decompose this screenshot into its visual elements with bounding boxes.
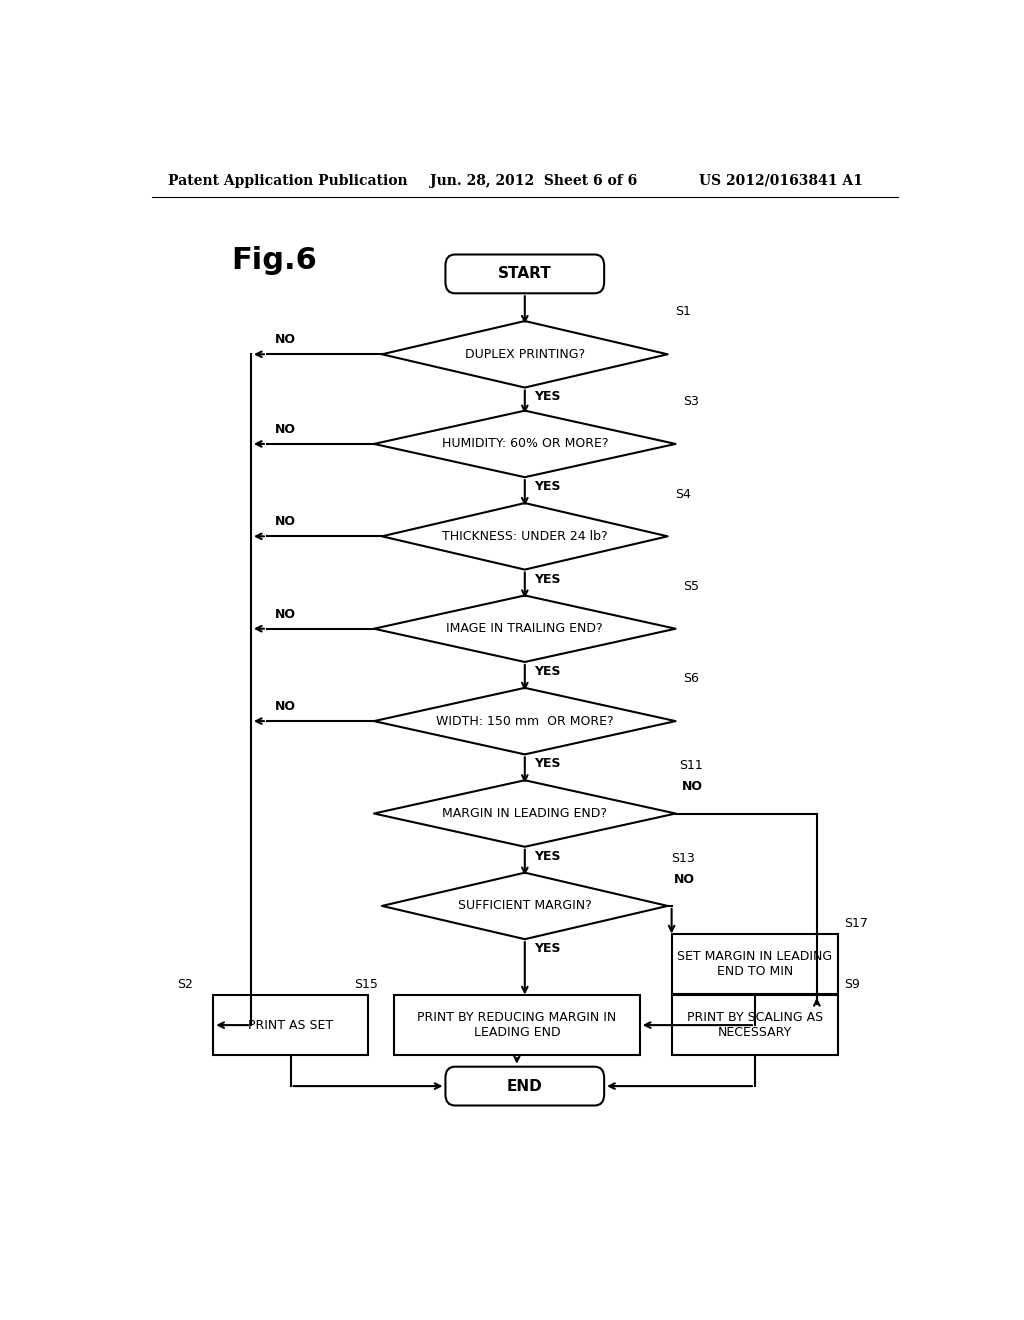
Text: S2: S2 [177, 978, 194, 991]
Bar [213, 995, 368, 1055]
Text: NO: NO [274, 333, 296, 346]
Text: MARGIN IN LEADING END?: MARGIN IN LEADING END? [442, 807, 607, 820]
Text: SET MARGIN IN LEADING
END TO MIN: SET MARGIN IN LEADING END TO MIN [678, 950, 833, 978]
Text: IMAGE IN TRAILING END?: IMAGE IN TRAILING END? [446, 622, 603, 635]
Text: PRINT BY REDUCING MARGIN IN
LEADING END: PRINT BY REDUCING MARGIN IN LEADING END [417, 1011, 616, 1039]
Bar [672, 935, 839, 994]
Text: Patent Application Publication: Patent Application Publication [168, 174, 408, 187]
Text: S6: S6 [684, 672, 699, 685]
Text: THICKNESS: UNDER 24 lb?: THICKNESS: UNDER 24 lb? [442, 529, 607, 543]
Text: S15: S15 [354, 978, 378, 991]
Text: S11: S11 [680, 759, 703, 772]
Text: YES: YES [535, 391, 561, 404]
Bar [394, 995, 640, 1055]
Text: YES: YES [535, 573, 561, 586]
Text: YES: YES [535, 758, 561, 771]
FancyBboxPatch shape [445, 1067, 604, 1106]
Text: YES: YES [535, 480, 561, 494]
Text: DUPLEX PRINTING?: DUPLEX PRINTING? [465, 347, 585, 360]
Text: S9: S9 [845, 978, 860, 991]
Text: NO: NO [682, 780, 702, 793]
Text: S1: S1 [676, 305, 691, 318]
Text: NO: NO [674, 873, 695, 886]
Text: HUMIDITY: 60% OR MORE?: HUMIDITY: 60% OR MORE? [441, 437, 608, 450]
Text: NO: NO [274, 422, 296, 436]
Text: NO: NO [274, 700, 296, 713]
Text: YES: YES [535, 665, 561, 678]
Text: YES: YES [535, 850, 561, 863]
FancyBboxPatch shape [445, 255, 604, 293]
Text: END: END [507, 1078, 543, 1093]
Text: S17: S17 [845, 916, 868, 929]
Text: START: START [498, 267, 552, 281]
Text: US 2012/0163841 A1: US 2012/0163841 A1 [699, 174, 863, 187]
Text: PRINT BY SCALING AS
NECESSARY: PRINT BY SCALING AS NECESSARY [687, 1011, 823, 1039]
Text: S13: S13 [672, 851, 695, 865]
Text: NO: NO [274, 515, 296, 528]
Text: S3: S3 [684, 395, 699, 408]
Text: Jun. 28, 2012  Sheet 6 of 6: Jun. 28, 2012 Sheet 6 of 6 [430, 174, 637, 187]
Text: SUFFICIENT MARGIN?: SUFFICIENT MARGIN? [458, 899, 592, 912]
Text: NO: NO [274, 607, 296, 620]
Text: S4: S4 [676, 487, 691, 500]
Bar [672, 995, 839, 1055]
Text: WIDTH: 150 mm  OR MORE?: WIDTH: 150 mm OR MORE? [436, 714, 613, 727]
Text: S5: S5 [684, 579, 699, 593]
Text: Fig.6: Fig.6 [231, 246, 317, 275]
Text: YES: YES [535, 942, 561, 956]
Text: PRINT AS SET: PRINT AS SET [248, 1019, 333, 1032]
